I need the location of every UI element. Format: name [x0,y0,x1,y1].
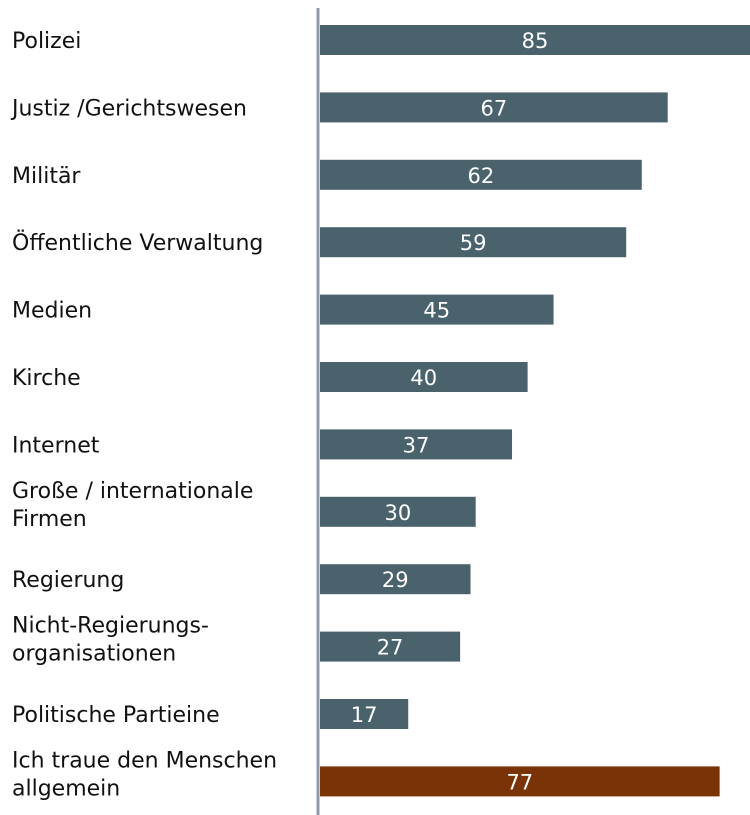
bar [320,496,476,527]
value-label: 62 [468,164,495,188]
value-label: 85 [522,29,549,53]
bar [320,766,720,797]
category-label: Justiz /Gerichtswesen [10,96,247,121]
value-label: 67 [480,96,507,120]
category-label: Öffentliche Verwaltung [12,230,263,256]
value-label: 17 [351,703,378,727]
bar [320,362,528,392]
category-label: Kirche [12,366,81,391]
bar [320,429,513,460]
value-label: 40 [410,366,437,390]
bar [320,92,668,123]
value-label: 29 [382,568,409,592]
value-label: 77 [506,770,533,794]
value-label: 30 [384,501,411,525]
category-label: Nicht-Regierungs-organisationen [12,614,209,667]
value-label: 59 [460,231,487,255]
bar [320,294,554,325]
value-label: 45 [423,299,450,323]
bar [320,25,750,55]
category-label: Große / internationale Firmen [12,479,253,532]
category-label: Ich traue den Menschen allgemein [12,748,277,801]
bar [320,159,642,190]
value-label: 37 [403,433,430,457]
bar [320,564,471,595]
category-label: Medien [12,299,92,324]
bar [320,227,627,258]
category-label: Internet [12,433,100,458]
category-label: Politische Partieine [12,703,220,728]
bar [320,699,409,729]
category-label: Regierung [12,568,124,593]
category-label: Polizei [12,29,81,54]
value-label: 27 [377,636,404,660]
category-label: Militär [12,164,81,189]
bar [320,631,461,662]
